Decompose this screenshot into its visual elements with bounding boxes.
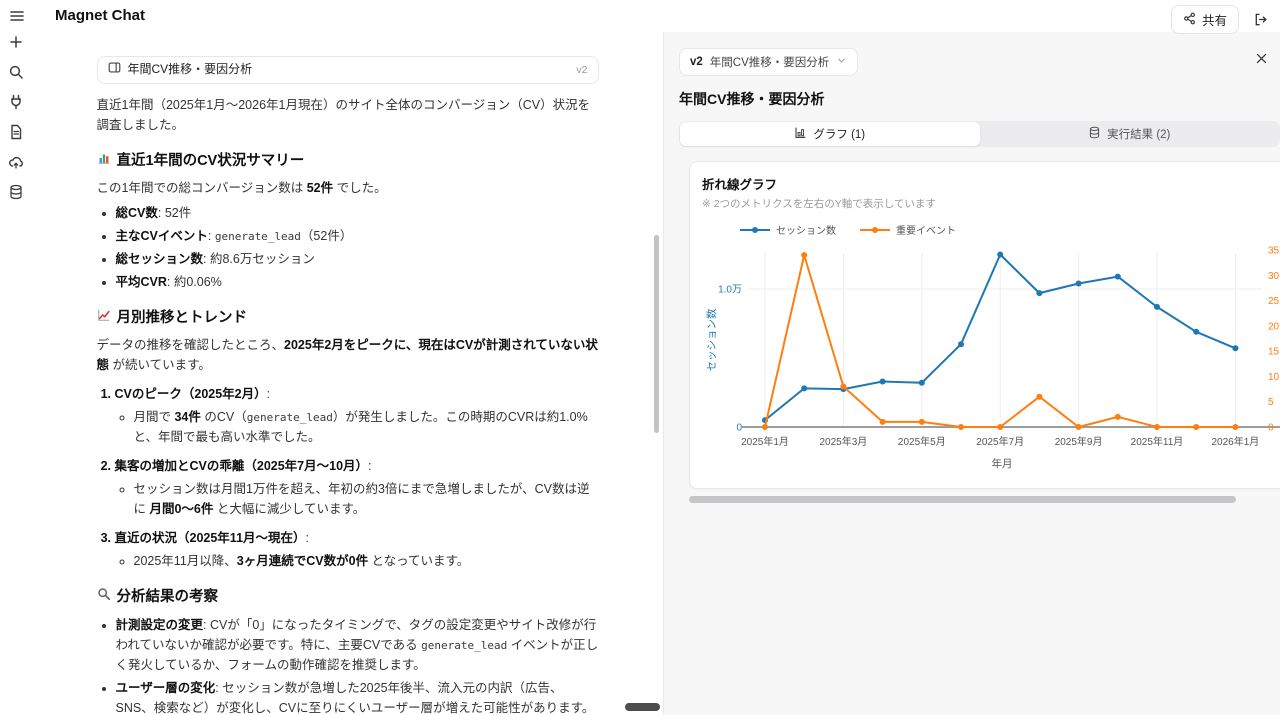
svg-text:5: 5 — [1268, 397, 1274, 408]
artifact-icon — [108, 60, 121, 80]
tab-graph[interactable]: グラフ (1) — [680, 122, 980, 146]
legend-swatch — [740, 226, 770, 234]
legend-swatch — [860, 226, 890, 234]
top-bar: Magnet Chat 共有 — [0, 0, 1280, 34]
list-item: 総CV数: 52件 — [116, 203, 599, 223]
list-item: 集客の増加とCVの乖離（2025年7月〜10月）: セッション数は月間1万件を超… — [115, 456, 599, 519]
svg-text:2025年7月: 2025年7月 — [976, 435, 1024, 448]
chart-legend: セッション数 重要イベント — [740, 222, 1280, 237]
left-rail — [0, 32, 32, 715]
svg-text:年月: 年月 — [992, 457, 1013, 470]
panel-resize-handle[interactable] — [625, 703, 660, 711]
list-item: CVのピーク（2025年2月）: 月間で 34件 のCV（generate_le… — [115, 384, 599, 447]
legend-label: セッション数 — [776, 226, 836, 237]
svg-text:2025年3月: 2025年3月 — [819, 435, 867, 448]
chart-hscrollbar[interactable] — [689, 496, 1236, 503]
search-icon[interactable] — [8, 64, 24, 80]
logout-icon[interactable] — [1253, 12, 1268, 27]
panel-title: 年間CV推移・要因分析 — [679, 91, 825, 107]
svg-text:2025年1月: 2025年1月 — [741, 435, 789, 448]
svg-text:0: 0 — [736, 423, 742, 434]
document-icon[interactable] — [8, 124, 24, 140]
database-icon[interactable] — [8, 184, 24, 200]
menu-icon[interactable] — [9, 8, 25, 29]
chevron-down-icon — [836, 55, 847, 69]
svg-text:1.0万: 1.0万 — [718, 285, 742, 296]
trend-lead: データの推移を確認したところ、2025年2月をピークに、現在はCVが計測されてい… — [96, 338, 598, 373]
tab-results[interactable]: 実行結果 (2) — [980, 122, 1280, 146]
list-item: 計測設定の変更: CVが「0」になったタイミングで、タグの設定変更やサイト改修が… — [116, 615, 599, 675]
version-selector[interactable]: v2 年間CV推移・要因分析 — [679, 48, 859, 76]
chart-tab-icon — [794, 126, 807, 142]
chat-area: 年間CV推移・要因分析 v2 直近1年間（2025年1月〜2026年1月現在）の… — [32, 32, 663, 715]
trend-list: CVのピーク（2025年2月）: 月間で 34件 のCV（generate_le… — [97, 384, 599, 571]
share-icon — [1183, 12, 1196, 28]
bar-chart-emoji-icon — [97, 150, 111, 173]
task-version: v2 — [576, 63, 588, 76]
insights-heading: 分析結果の考察 — [97, 586, 599, 609]
list-item: 総セッション数: 約8.6万セッション — [116, 249, 599, 269]
chart-card: 折れ線グラフ ※ 2つのメトリクスを左右のY軸で表示しています セッション数 重要… — [689, 161, 1280, 489]
legend-label: 重要イベント — [896, 226, 956, 237]
summary-heading: 直近1年間のCV状況サマリー — [97, 150, 599, 173]
svg-text:25: 25 — [1268, 296, 1280, 307]
chat-scrollbar[interactable] — [654, 235, 659, 433]
line-chart-emoji-icon — [97, 307, 111, 330]
share-label: 共有 — [1201, 14, 1227, 28]
svg-text:2026年1月: 2026年1月 — [1211, 435, 1259, 448]
close-icon[interactable] — [1255, 48, 1268, 65]
new-chat-icon[interactable] — [8, 34, 24, 50]
intro-paragraph: 直近1年間（2025年1月〜2026年1月現在）のサイト全体のコンバージョン（C… — [96, 98, 591, 132]
insights-list: 計測設定の変更: CVが「0」になったタイミングで、タグの設定変更やサイト改修が… — [97, 615, 599, 715]
svg-text:セッション数: セッション数 — [705, 308, 718, 371]
svg-text:15: 15 — [1268, 347, 1280, 358]
chart-title: 折れ線グラフ — [702, 178, 778, 192]
summary-lead: この1年間での総コンバージョン数は 52件 でした。 — [96, 181, 387, 196]
panel-tabs: グラフ (1) 実行結果 (2) — [679, 121, 1280, 147]
version-title: 年間CV推移・要因分析 — [709, 57, 830, 69]
task-card[interactable]: 年間CV推移・要因分析 v2 — [96, 56, 599, 84]
cloud-sync-icon[interactable] — [8, 154, 24, 170]
list-item: 主なCVイベント: generate_lead（52件） — [116, 226, 599, 246]
list-item: 平均CVR: 約0.06% — [116, 272, 599, 292]
trend-heading: 月別推移とトレンド — [97, 307, 599, 330]
legend-item[interactable]: 重要イベント — [860, 222, 956, 237]
svg-text:2025年11月: 2025年11月 — [1131, 435, 1184, 448]
magnifier-emoji-icon — [97, 586, 111, 609]
summary-list: 総CV数: 52件 主なCVイベント: generate_lead（52件） 総… — [97, 203, 599, 292]
list-item: ユーザー層の変化: セッション数が急増した2025年後半、流入元の内訳（広告、S… — [116, 678, 599, 715]
list-item: セッション数は月間1万件を超え、年初の約3倍にまで急増しましたが、CV数は逆に … — [134, 479, 599, 519]
chart-note: ※ 2つのメトリクスを左右のY軸で表示しています — [702, 198, 936, 210]
list-item: 月間で 34件 のCV（generate_lead）が発生しました。この時期のC… — [134, 407, 599, 447]
artifact-panel: v2 年間CV推移・要因分析 年間CV推移・要因分析 グラフ (1) 実行結果 … — [663, 32, 1280, 715]
svg-text:2025年5月: 2025年5月 — [898, 435, 946, 448]
svg-text:35: 35 — [1268, 246, 1280, 257]
legend-item[interactable]: セッション数 — [740, 222, 836, 237]
plug-icon[interactable] — [8, 94, 24, 110]
database-tab-icon — [1088, 126, 1101, 142]
line-chart: 0 1.0万 0 5 10 15 20 25 30 35 2025年1月 2025年3月 2025年5月… — [705, 246, 1280, 470]
task-title: 年間CV推移・要因分析 — [127, 62, 253, 77]
share-button[interactable]: 共有 — [1170, 5, 1239, 34]
app-title: Magnet Chat — [55, 7, 145, 24]
svg-text:30: 30 — [1268, 271, 1280, 282]
svg-text:20: 20 — [1268, 321, 1280, 332]
svg-text:2025年9月: 2025年9月 — [1055, 435, 1103, 448]
version-badge: v2 — [690, 56, 703, 68]
svg-text:10: 10 — [1268, 372, 1280, 383]
list-item: 直近の状況（2025年11月〜現在）: 2025年11月以降、3ヶ月連続でCV数… — [115, 528, 599, 571]
svg-text:0: 0 — [1268, 423, 1274, 434]
list-item: 2025年11月以降、3ヶ月連続でCV数が0件 となっています。 — [134, 551, 599, 571]
